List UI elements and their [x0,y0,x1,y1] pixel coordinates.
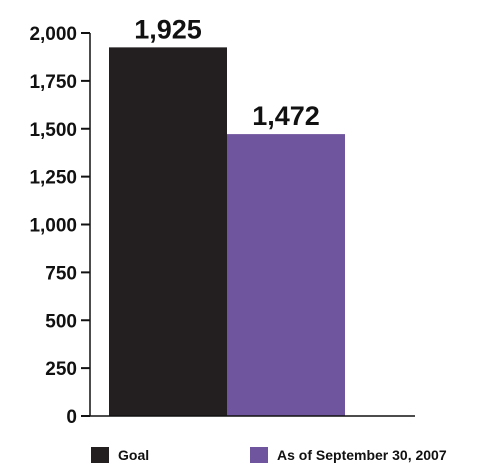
y-axis: 0 250 500 750 1,000 1,250 1,500 1,750 2,000 [29,24,90,428]
legend-item-goal: Goal [91,446,149,464]
legend-swatch-as-of-date [250,447,268,463]
legend-label-goal: Goal [118,447,149,463]
legend-item-as-of-date: As of September 30, 2007 [250,446,447,464]
y-tick-label: 2,000 [29,24,77,45]
data-label-goal: 1,925 [134,14,202,44]
legend-label-as-of-date: As of September 30, 2007 [277,447,447,463]
y-tick-label: 750 [45,263,77,284]
y-tick-label: 0 [66,407,77,428]
y-tick-label: 1,750 [29,72,77,93]
y-tick-label: 1,000 [29,216,77,237]
y-tick-label: 1,500 [29,120,77,141]
y-tick-label: 250 [45,359,77,380]
bar-as-of-date [227,134,345,416]
y-tick-label: 500 [45,311,77,332]
legend-swatch-goal [91,447,109,463]
bar-goal [109,47,227,416]
y-tick-label: 1,250 [29,168,77,189]
legend: Goal As of September 30, 2007 [0,446,481,464]
data-label-as-of-date: 1,472 [252,101,320,131]
